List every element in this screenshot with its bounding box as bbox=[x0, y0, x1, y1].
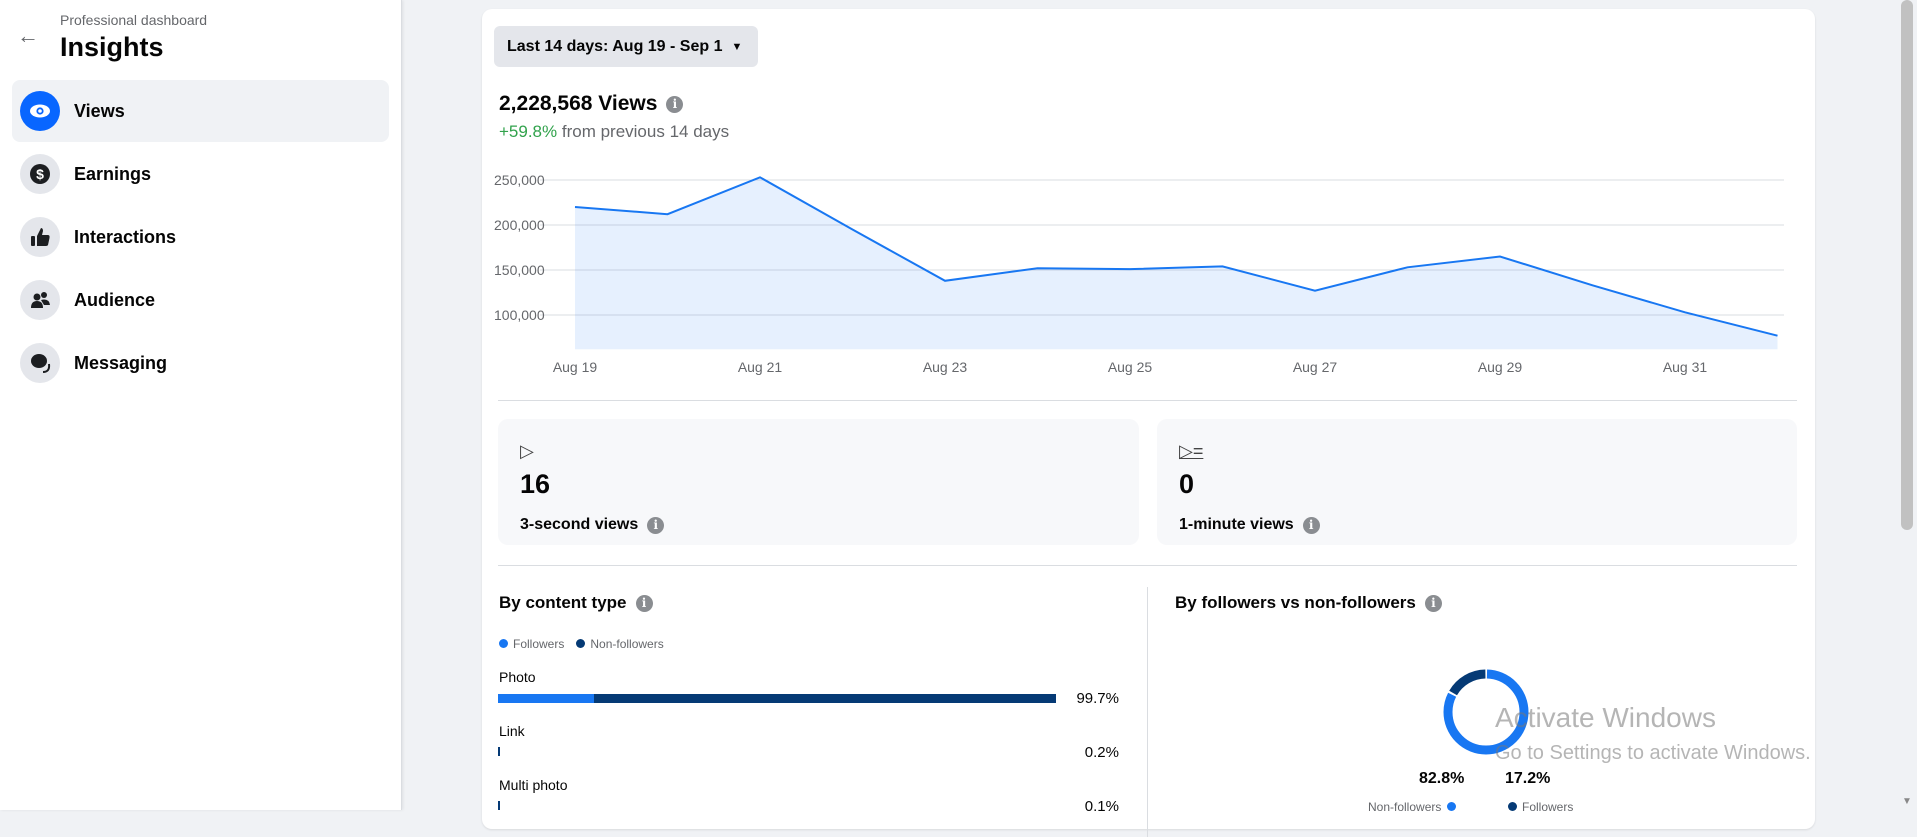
activate-windows-subtext: Go to Settings to activate Windows. bbox=[1495, 742, 1811, 765]
scrollbar-thumb[interactable] bbox=[1901, 0, 1913, 530]
sidebar-item-label: Earnings bbox=[74, 164, 151, 185]
play-list-icon: ▷= bbox=[1179, 441, 1203, 462]
content-type-label: Photo bbox=[499, 669, 536, 685]
stat-label: 3-second views i bbox=[520, 516, 664, 534]
divider bbox=[498, 565, 1797, 566]
sidebar-item-label: Audience bbox=[74, 290, 155, 311]
stat-label-text: 1-minute views bbox=[1179, 516, 1294, 534]
sidebar: ← Professional dashboard Insights Views … bbox=[0, 0, 402, 810]
legend-non-followers: Non-followers bbox=[576, 637, 663, 651]
page-title: Insights bbox=[60, 32, 164, 63]
change-label: from previous 14 days bbox=[557, 122, 729, 141]
info-icon[interactable]: i bbox=[666, 96, 683, 113]
stat-value: 0 bbox=[1179, 469, 1194, 500]
x-tick-label: Aug 29 bbox=[1478, 359, 1523, 375]
y-tick-label: 100,000 bbox=[494, 307, 545, 323]
info-icon[interactable]: i bbox=[636, 595, 653, 612]
multi-photo-bar bbox=[498, 801, 500, 810]
section-title: By followers vs non-followers bbox=[1175, 593, 1416, 613]
sidebar-item-label: Messaging bbox=[74, 353, 167, 374]
y-tick-label: 150,000 bbox=[494, 262, 545, 278]
divider bbox=[498, 400, 1797, 401]
vertical-divider bbox=[1147, 587, 1148, 837]
sidebar-subtitle: Professional dashboard bbox=[60, 12, 207, 28]
content-type-legend: Followers Non-followers bbox=[499, 637, 664, 651]
x-tick-label: Aug 19 bbox=[553, 359, 598, 375]
dollar-icon: $ bbox=[20, 154, 60, 194]
sidebar-item-messaging[interactable]: Messaging bbox=[12, 332, 389, 394]
legend-followers: Followers bbox=[499, 637, 564, 651]
followers-percent: 17.2% bbox=[1505, 770, 1550, 788]
followers-segment bbox=[498, 694, 594, 703]
sidebar-item-audience[interactable]: Audience bbox=[12, 269, 389, 331]
stat-card-3-second-views: ▷ 16 3-second views i bbox=[498, 419, 1139, 545]
area-fill bbox=[575, 177, 1778, 349]
content-type-percent: 0.1% bbox=[1085, 798, 1119, 815]
content-type-title: By content type i bbox=[499, 593, 653, 613]
scroll-down-arrow-icon[interactable]: ▼ bbox=[1902, 796, 1912, 807]
followers-legend: Followers bbox=[1508, 800, 1573, 814]
x-tick-label: Aug 27 bbox=[1293, 359, 1338, 375]
change-text: +59.8% from previous 14 days bbox=[499, 122, 729, 142]
content-type-label: Multi photo bbox=[499, 777, 567, 793]
play-icon: ▷ bbox=[520, 441, 534, 462]
total-views: 2,228,568 Views i bbox=[499, 92, 683, 116]
section-title: By content type bbox=[499, 593, 627, 613]
info-icon[interactable]: i bbox=[1425, 595, 1442, 612]
content-type-percent: 0.2% bbox=[1085, 744, 1119, 761]
non-followers-segment bbox=[594, 694, 1056, 703]
date-range-dropdown[interactable]: Last 14 days: Aug 19 - Sep 1 ▼ bbox=[494, 26, 758, 67]
stat-label-text: 3-second views bbox=[520, 516, 638, 534]
back-arrow-icon[interactable]: ← bbox=[14, 22, 42, 50]
sidebar-item-interactions[interactable]: Interactions bbox=[12, 206, 389, 268]
sidebar-item-label: Interactions bbox=[74, 227, 176, 248]
y-tick-label: 250,000 bbox=[494, 172, 545, 188]
link-bar bbox=[498, 747, 500, 756]
change-percent: +59.8% bbox=[499, 122, 557, 141]
views-line-chart: 250,000 200,000 150,000 100,000 Aug 19 Aug 21… bbox=[482, 159, 1815, 379]
x-tick-label: Aug 21 bbox=[738, 359, 783, 375]
sidebar-item-views[interactable]: Views bbox=[12, 80, 389, 142]
info-icon[interactable]: i bbox=[647, 517, 664, 534]
sidebar-item-label: Views bbox=[74, 101, 125, 122]
x-tick-label: Aug 31 bbox=[1663, 359, 1708, 375]
x-tick-label: Aug 23 bbox=[923, 359, 968, 375]
stat-label: 1-minute views i bbox=[1179, 516, 1320, 534]
thumbs-up-icon bbox=[20, 217, 60, 257]
eye-icon bbox=[20, 91, 60, 131]
sidebar-item-earnings[interactable]: $ Earnings bbox=[12, 143, 389, 205]
non-followers-legend: Non-followers bbox=[1368, 800, 1456, 814]
non-followers-percent: 82.8% bbox=[1419, 770, 1464, 788]
content-type-percent: 99.7% bbox=[1076, 690, 1119, 707]
caret-down-icon: ▼ bbox=[731, 41, 742, 53]
stat-card-1-minute-views: ▷= 0 1-minute views i bbox=[1157, 419, 1797, 545]
date-range-label: Last 14 days: Aug 19 - Sep 1 bbox=[507, 38, 722, 56]
chat-icon bbox=[20, 343, 60, 383]
x-tick-label: Aug 25 bbox=[1108, 359, 1153, 375]
people-icon bbox=[20, 280, 60, 320]
activate-windows-watermark: Activate Windows bbox=[1495, 702, 1716, 734]
followers-title: By followers vs non-followers i bbox=[1175, 593, 1442, 613]
total-views-value: 2,228,568 Views bbox=[499, 92, 657, 116]
stat-value: 16 bbox=[520, 469, 550, 500]
photo-bar bbox=[498, 694, 1056, 703]
content-type-label: Link bbox=[499, 723, 525, 739]
svg-text:$: $ bbox=[36, 166, 44, 182]
info-icon[interactable]: i bbox=[1303, 517, 1320, 534]
y-tick-label: 200,000 bbox=[494, 217, 545, 233]
